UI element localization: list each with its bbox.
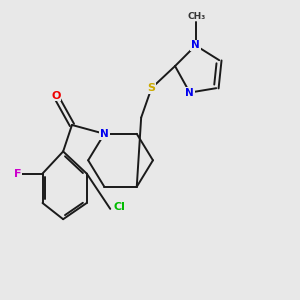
Text: F: F [14, 169, 21, 178]
Text: N: N [100, 129, 109, 139]
Text: Cl: Cl [113, 202, 125, 212]
Text: N: N [191, 40, 200, 50]
Text: CH₃: CH₃ [188, 11, 206, 20]
Text: S: S [148, 83, 155, 93]
Text: O: O [51, 91, 61, 100]
Text: N: N [185, 88, 194, 98]
